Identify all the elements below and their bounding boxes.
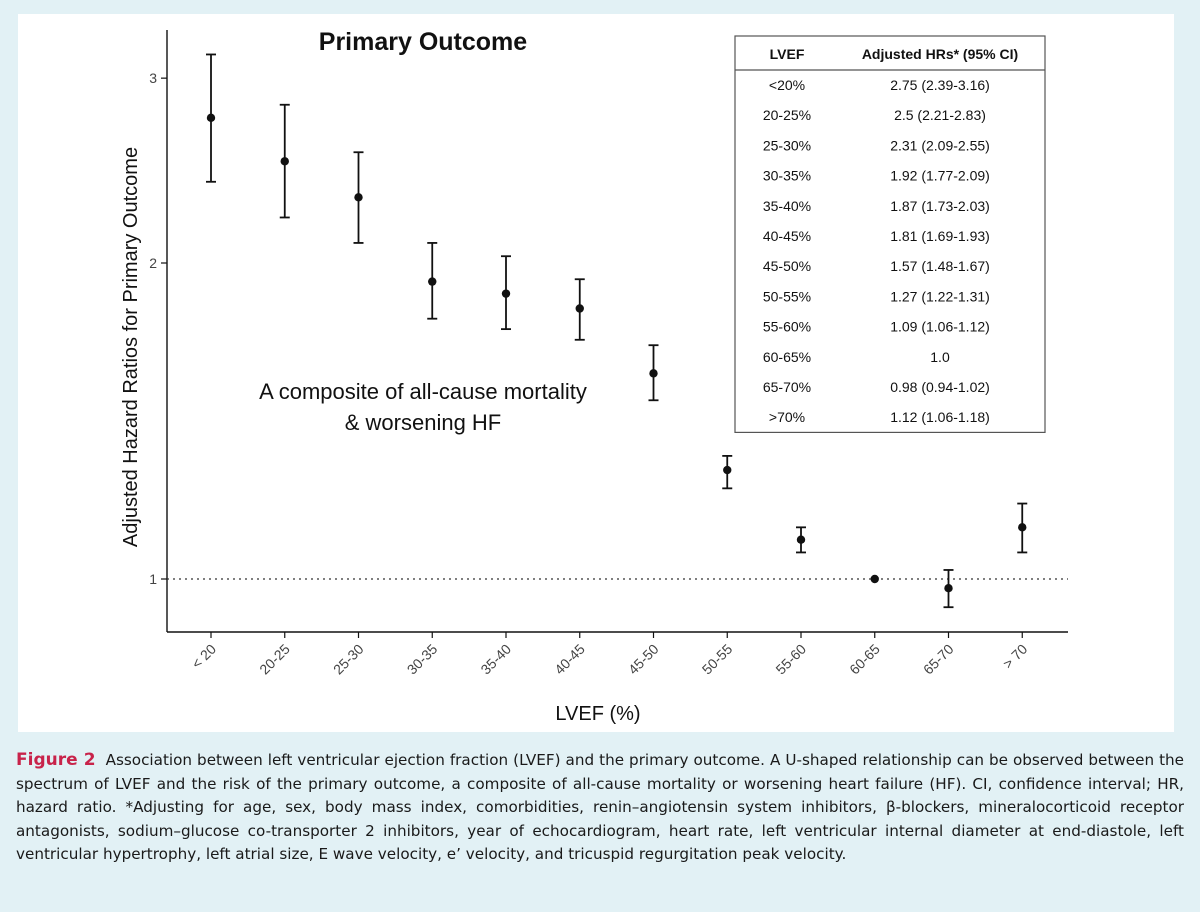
x-axis-label: LVEF (%) <box>555 703 640 725</box>
x-tick-label: 30-35 <box>404 641 441 678</box>
data-point-group <box>427 242 438 320</box>
data-point-group <box>501 255 511 331</box>
caption-text: Association between left ventricular eje… <box>16 751 1185 863</box>
table-cell-lvef: 55-60% <box>763 319 811 335</box>
data-point-group <box>279 103 290 219</box>
x-tick-label: 55-60 <box>772 641 809 678</box>
data-point <box>649 369 658 378</box>
table-cell-hr: 0.98 (0.94-1.02) <box>890 379 990 395</box>
x-tick-label: < 20 <box>188 641 219 672</box>
table-header-lvef: LVEF <box>770 46 805 62</box>
table-cell-lvef: 65-70% <box>763 379 811 395</box>
y-axis-label: Adjusted Hazard Ratios for Primary Outco… <box>120 147 142 547</box>
table-cell-lvef: 40-45% <box>763 228 811 244</box>
table-cell-hr: 2.31 (2.09-2.55) <box>890 137 990 153</box>
x-tick-label: 50-55 <box>699 641 736 678</box>
table-cell-hr: 2.5 (2.21-2.83) <box>894 107 986 123</box>
table-frame <box>734 35 1046 433</box>
table-cell-lvef: 60-65% <box>763 349 811 365</box>
data-point-group <box>353 151 364 244</box>
table-cell-lvef: >70% <box>769 409 805 425</box>
table-header-hr: Adjusted HRs* (95% CI) <box>862 46 1018 62</box>
table-cell-lvef: 50-55% <box>763 288 811 304</box>
x-tick-label: 40-45 <box>551 641 588 678</box>
data-point-group <box>648 344 659 402</box>
table-cell-lvef: 35-40% <box>763 198 811 214</box>
table-cell-lvef: <20% <box>769 77 805 93</box>
table-cell-hr: 1.0 <box>930 349 950 365</box>
figure-panel: 1 2 3 < 20 20-25 25-30 30-35 35-40 40-45 45-50 50-… <box>18 14 1174 732</box>
table-cell-lvef: 25-30% <box>763 137 811 153</box>
data-point <box>280 157 289 166</box>
table-cell-hr: 1.87 (1.73-2.03) <box>890 198 990 214</box>
table-cell-lvef: 30-35% <box>763 168 811 184</box>
data-point-group <box>1017 502 1028 554</box>
table-cell-hr: 1.57 (1.48-1.67) <box>890 258 990 274</box>
data-point <box>575 304 584 313</box>
data-point <box>944 584 953 593</box>
figure-caption: Figure 2 Association between left ventri… <box>16 749 1184 867</box>
table-cell-lvef: 20-25% <box>763 107 811 123</box>
table-cell-hr: 1.09 (1.06-1.12) <box>890 319 990 335</box>
data-point <box>206 113 216 123</box>
data-point <box>501 289 511 298</box>
data-point-group <box>870 574 879 584</box>
table-cell-lvef: 45-50% <box>763 258 811 274</box>
table-cell-hr: 2.75 (2.39-3.16) <box>890 77 990 93</box>
y-tick-label: 3 <box>149 70 157 86</box>
data-point-group <box>722 454 733 490</box>
x-tick-label: 45-50 <box>625 641 662 678</box>
data-point <box>428 277 437 286</box>
y-tick-label: 2 <box>149 255 157 271</box>
y-tick-label: 1 <box>149 571 157 587</box>
marks-layer <box>206 53 1028 609</box>
hazard-ratio-chart: 1 2 3 < 20 20-25 25-30 30-35 35-40 40-45 45-50 50-… <box>120 28 1068 725</box>
data-point-group <box>206 53 216 183</box>
chart-title: Primary Outcome <box>319 28 528 56</box>
table-cell-hr: 1.12 (1.06-1.18) <box>890 409 990 425</box>
x-tick-label: 60-65 <box>846 641 883 678</box>
data-point-group <box>943 569 954 609</box>
data-point <box>870 574 879 584</box>
data-point <box>354 193 363 202</box>
table-cell-hr: 1.92 (1.77-2.09) <box>890 168 990 184</box>
annotation-line-1: A composite of all-cause mortality <box>259 379 587 404</box>
x-tick-label: 65-70 <box>920 641 957 678</box>
data-point <box>796 535 806 544</box>
data-point-group <box>796 526 806 554</box>
hr-table: LVEF Adjusted HRs* (95% CI) <20% 2.75 (2.39… <box>734 35 1046 433</box>
table-cell-hr: 1.27 (1.22-1.31) <box>890 288 990 304</box>
x-tick-label: 25-30 <box>330 641 367 678</box>
table-cell-hr: 1.81 (1.69-1.93) <box>890 228 990 244</box>
data-point <box>723 465 732 475</box>
data-point-group <box>574 278 585 341</box>
x-tick-label: > 70 <box>1000 641 1031 672</box>
x-tick-label: 20-25 <box>256 641 293 678</box>
caption-label: Figure 2 <box>16 750 96 770</box>
x-tick-label: 35-40 <box>477 641 514 678</box>
data-point <box>1018 523 1027 532</box>
annotation-line-2: & worsening HF <box>345 410 502 435</box>
